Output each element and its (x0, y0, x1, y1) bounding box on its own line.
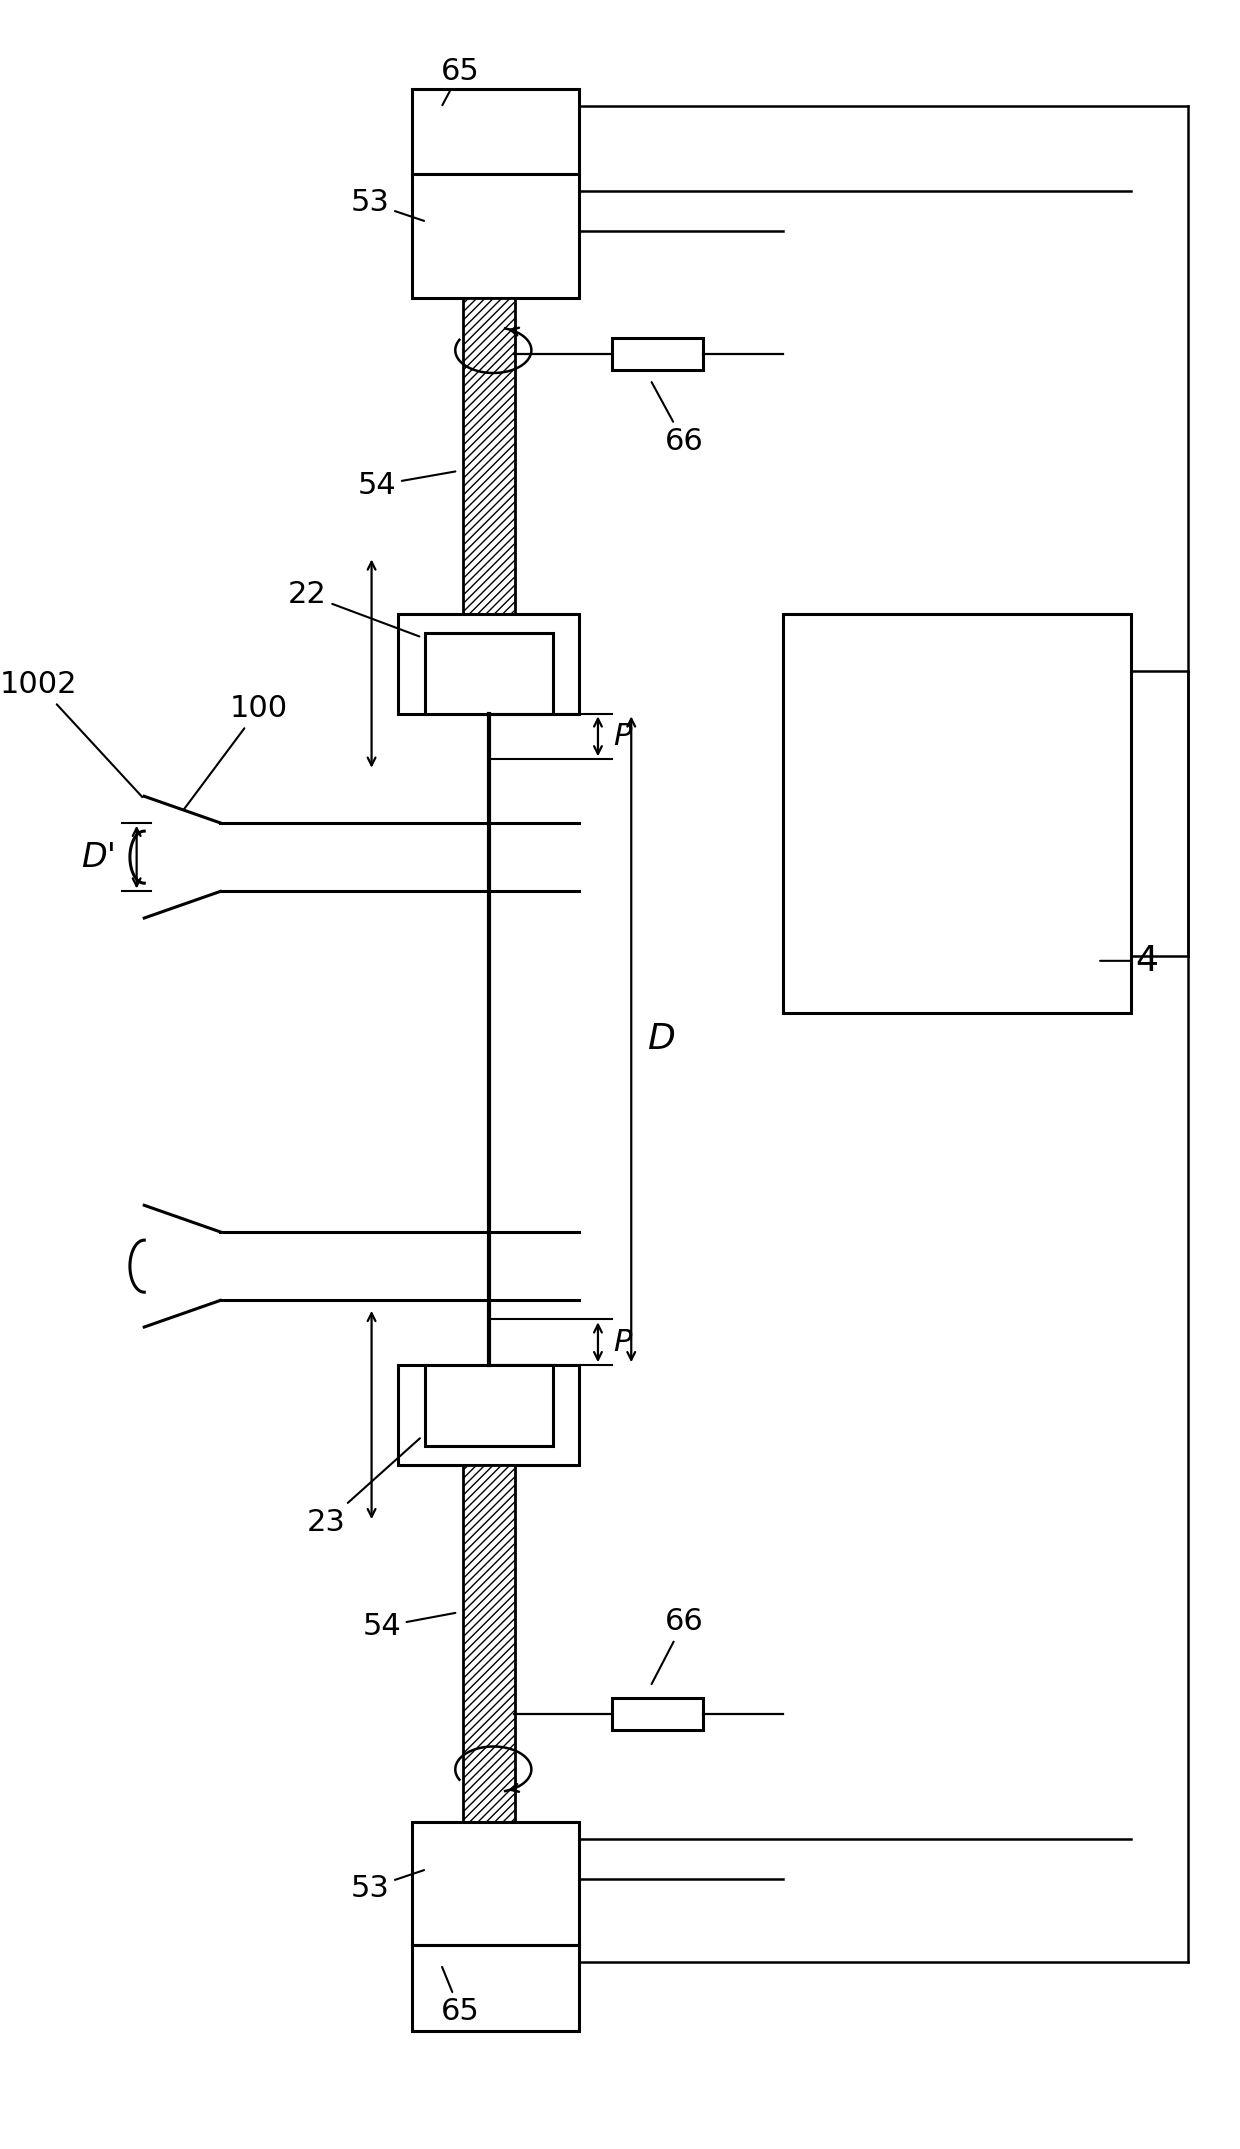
Bar (413, 1945, 579, 2031)
Text: 65: 65 (441, 1966, 480, 2027)
Text: 1002: 1002 (0, 670, 143, 797)
Text: D': D' (81, 840, 115, 875)
Bar (413, 174, 579, 299)
Bar (463, 299, 515, 615)
Bar (463, 1466, 515, 1822)
Text: 66: 66 (651, 383, 703, 456)
Text: 53: 53 (351, 189, 424, 221)
Text: 23: 23 (308, 1438, 420, 1537)
Text: 4: 4 (1100, 943, 1158, 978)
Bar (784, 615, 1131, 1012)
Bar (425, 1365, 553, 1446)
Bar (398, 615, 579, 713)
Text: 65: 65 (441, 58, 480, 105)
Bar (413, 88, 579, 174)
Text: 54: 54 (357, 471, 455, 501)
Bar (613, 337, 703, 370)
Bar (613, 1698, 703, 1730)
Text: 54: 54 (362, 1612, 455, 1642)
Text: 100: 100 (184, 694, 288, 810)
Text: 53: 53 (351, 1870, 424, 1902)
Bar (398, 1365, 579, 1466)
Text: D: D (647, 1021, 676, 1055)
Bar (413, 1822, 579, 1945)
Text: 22: 22 (288, 580, 419, 636)
Text: 66: 66 (651, 1607, 703, 1685)
Bar (425, 632, 553, 713)
Text: P: P (613, 1328, 631, 1356)
Text: P: P (613, 722, 631, 750)
